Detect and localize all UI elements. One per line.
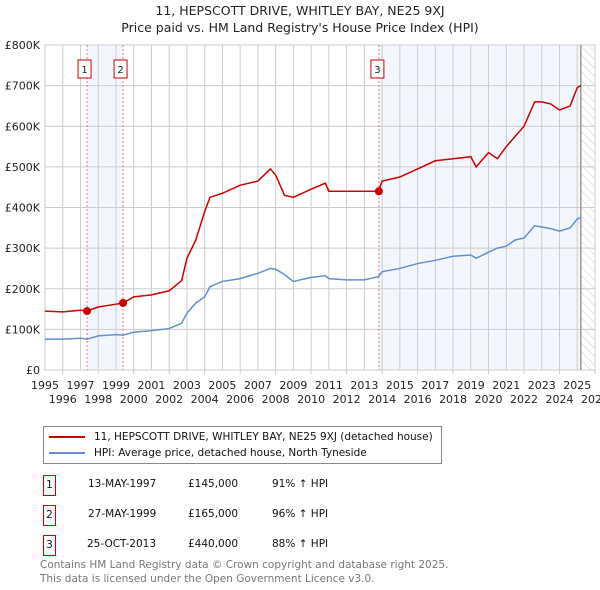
x-tick-label: 2014: [368, 393, 396, 406]
x-tick-label: 2004: [191, 393, 219, 406]
x-tick-label: 2008: [262, 393, 290, 406]
x-tick-label: 2002: [155, 393, 183, 406]
y-tick-label: £600K: [5, 120, 41, 133]
x-tick-label: 2024: [546, 393, 574, 406]
sale-date: 25-OCT-2013: [87, 538, 156, 550]
x-tick-label: 2022: [510, 393, 538, 406]
x-tick-label: 2026: [581, 393, 600, 406]
legend-swatch-red: [49, 436, 85, 438]
sale-point: [83, 307, 92, 316]
y-tick-label: £300K: [5, 242, 41, 255]
sale-label: 2: [117, 65, 123, 76]
legend-label: 11, HEPSCOTT DRIVE, WHITLEY BAY, NE25 9X…: [94, 431, 433, 443]
sale-hpi: 91% ↑ HPI: [272, 478, 329, 490]
y-tick-label: £0: [26, 364, 40, 377]
x-tick-label: 2019: [457, 379, 485, 392]
x-tick-label: 2001: [137, 379, 165, 392]
x-tick-label: 1996: [49, 393, 77, 406]
legend-item-hpi: HPI: Average price, detached house, Nort…: [49, 445, 433, 461]
x-tick-label: 2012: [333, 393, 361, 406]
x-tick-label: 2013: [350, 379, 378, 392]
sale-date: 13-MAY-1997: [88, 478, 157, 490]
x-tick-label: 2023: [528, 379, 556, 392]
sale-badge: 3: [43, 535, 56, 556]
x-tick-label: 1999: [102, 379, 130, 392]
x-tick-label: 2021: [492, 379, 520, 392]
plot-area: 1 2 31995199619971998199920002001200220032…: [5, 39, 600, 406]
x-tick-label: 2005: [208, 379, 236, 392]
y-tick-label: £200K: [5, 283, 41, 296]
chart-subtitle: Price paid vs. HM Land Registry's House …: [121, 20, 479, 35]
sale-label-box: [113, 59, 128, 79]
sale-price: £165,000: [188, 508, 239, 520]
x-tick-label: 2003: [173, 379, 201, 392]
sale-badge: 1: [43, 475, 56, 496]
series-line: [45, 216, 582, 340]
x-tick-label: 2011: [315, 379, 343, 392]
x-tick-label: 2018: [439, 393, 467, 406]
y-tick-label: £400K: [5, 202, 41, 215]
plot-border: [44, 44, 596, 371]
legend-item-property: 11, HEPSCOTT DRIVE, WHITLEY BAY, NE25 9X…: [49, 429, 433, 445]
sale-date: 27-MAY-1999: [88, 508, 157, 520]
sale-point: [119, 298, 128, 307]
sale-hpi: 88% ↑ HPI: [272, 538, 329, 550]
legend: 11, HEPSCOTT DRIVE, WHITLEY BAY, NE25 9X…: [43, 426, 442, 464]
x-tick-label: 2025: [563, 379, 591, 392]
series-line: [44, 84, 582, 313]
x-tick-label: 2009: [279, 379, 307, 392]
footer-copyright: Contains HM Land Registry data © Crown c…: [40, 559, 449, 571]
sale-label: 3: [374, 65, 380, 76]
footer-licence: This data is licensed under the Open Gov…: [40, 573, 375, 585]
sale-badge: 2: [43, 505, 56, 526]
x-tick-label: 2010: [297, 393, 325, 406]
sale-label-box: [370, 59, 385, 79]
sale-point: [374, 187, 383, 196]
sale-hpi: 96% ↑ HPI: [272, 508, 329, 520]
sale-price: £145,000: [188, 478, 239, 490]
sale-label-box: [77, 59, 92, 79]
y-tick-label: £700K: [5, 80, 41, 93]
sale-label: 1: [81, 65, 87, 76]
x-tick-label: 1995: [31, 379, 59, 392]
chart-title: 11, HEPSCOTT DRIVE, WHITLEY BAY, NE25 9X…: [155, 3, 445, 18]
legend-swatch-blue: [49, 452, 85, 454]
x-tick-label: 2006: [226, 393, 254, 406]
x-tick-label: 1998: [84, 393, 112, 406]
x-tick-label: 1997: [66, 379, 94, 392]
y-tick-label: £500K: [5, 161, 41, 174]
x-tick-label: 2000: [120, 393, 148, 406]
x-tick-label: 2007: [244, 379, 272, 392]
x-tick-label: 2015: [386, 379, 414, 392]
y-tick-label: £100K: [5, 323, 41, 336]
x-tick-label: 2020: [475, 393, 503, 406]
x-tick-label: 2017: [421, 379, 449, 392]
x-tick-label: 2016: [404, 393, 432, 406]
sale-price: £440,000: [188, 538, 239, 550]
legend-label: HPI: Average price, detached house, Nort…: [94, 447, 367, 459]
y-tick-label: £800K: [5, 39, 41, 52]
